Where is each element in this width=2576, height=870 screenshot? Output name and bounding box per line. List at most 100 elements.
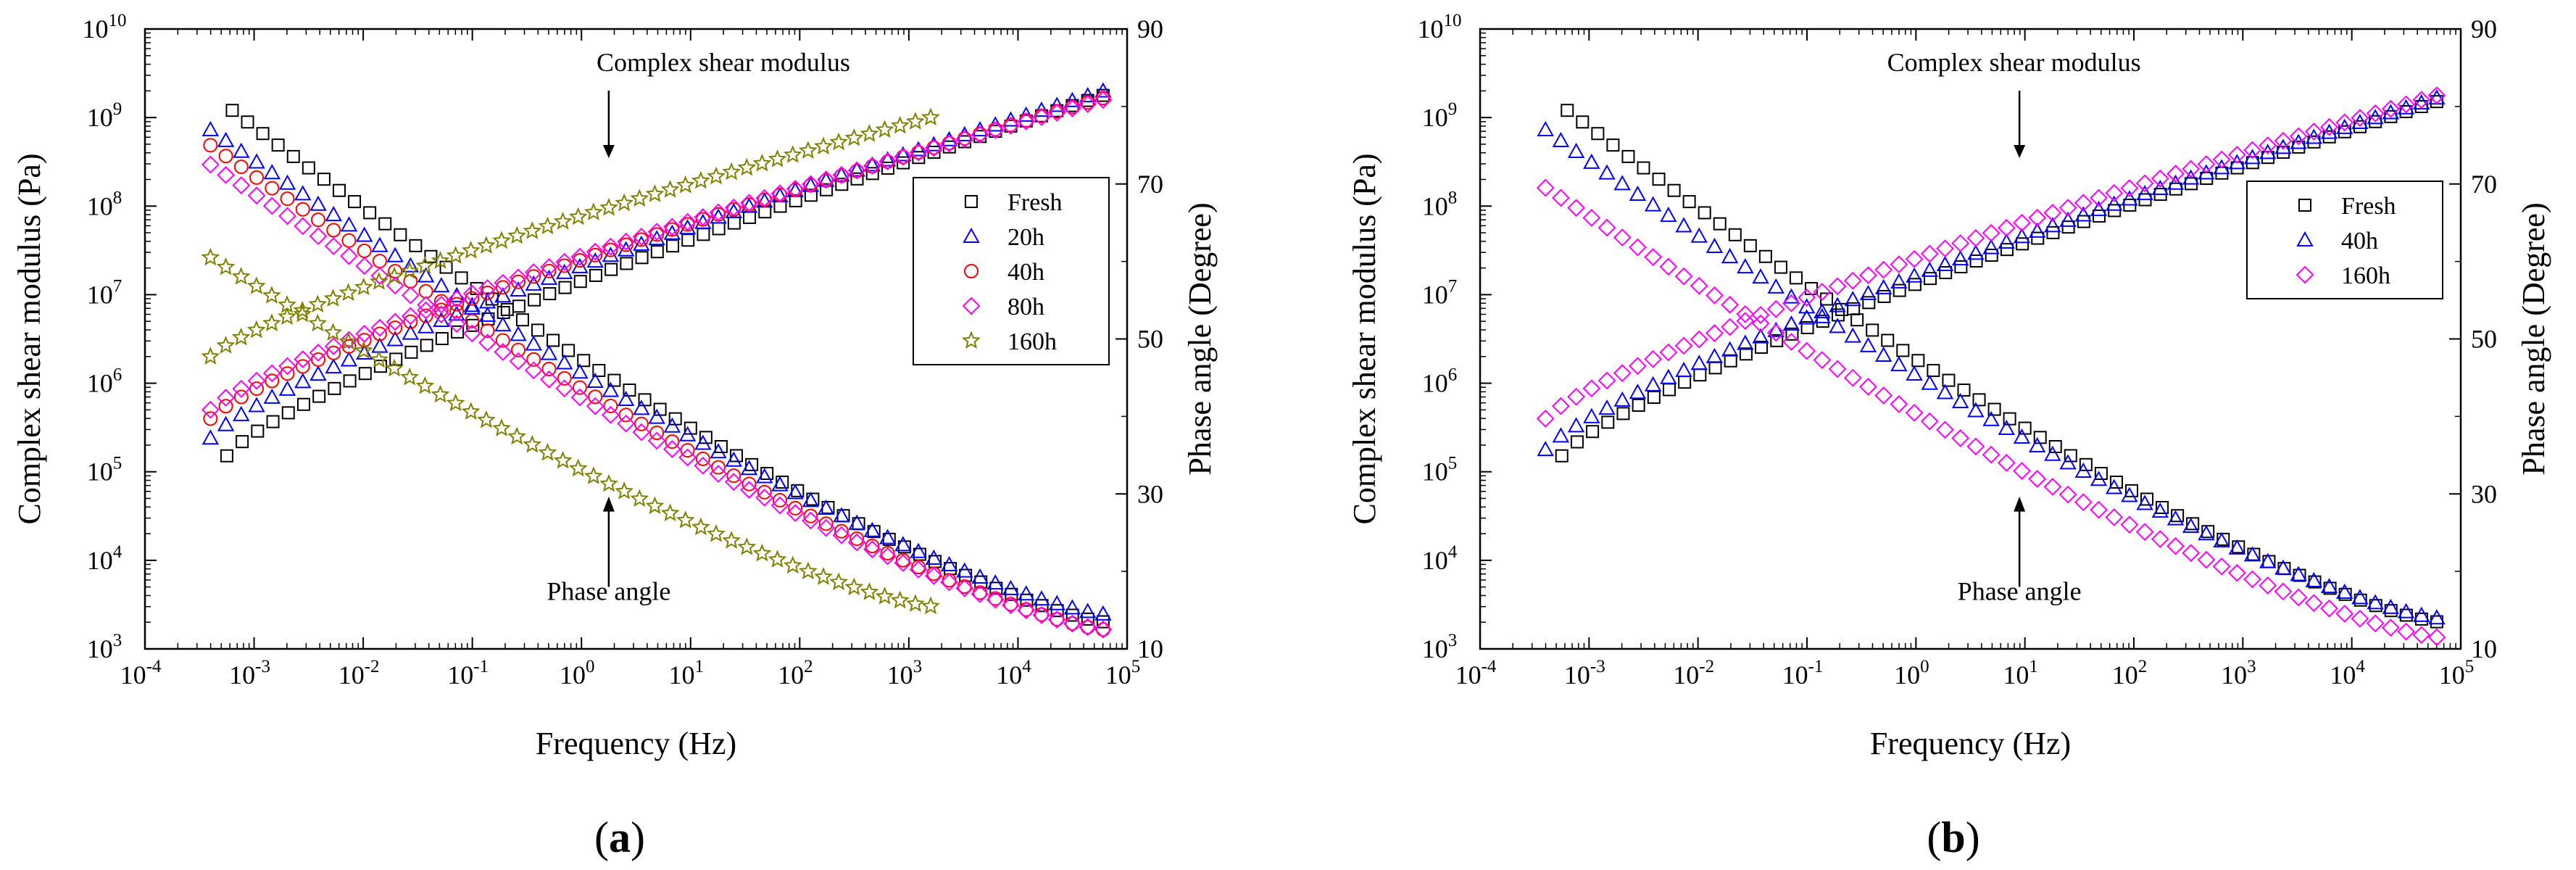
data-point-modulus: [909, 143, 928, 162]
data-point-phase: [417, 296, 436, 314]
annotation-modulus: Complex shear modulus: [597, 48, 850, 77]
data-point-phase: [1035, 599, 1049, 613]
data-point-modulus: [338, 283, 358, 301]
data-point-modulus: [1770, 334, 1784, 347]
data-point-phase: [326, 223, 341, 238]
data-point-modulus: [370, 318, 389, 337]
y-tick-label: 1010: [83, 11, 127, 44]
data-point-phase: [203, 138, 218, 153]
data-point-modulus: [2151, 179, 2169, 195]
data-point-modulus: [817, 170, 836, 189]
data-point-phase: [880, 546, 895, 561]
data-point-phase: [478, 334, 496, 352]
data-point-modulus: [662, 218, 681, 236]
y-tick-label: 109: [87, 99, 122, 132]
data-point-phase: [2427, 628, 2446, 647]
data-point-modulus: [526, 269, 541, 284]
data-point-modulus: [1906, 267, 1923, 283]
data-point-modulus: [2245, 156, 2259, 170]
data-point-phase: [1835, 302, 1849, 316]
data-point-modulus: [1705, 324, 1724, 342]
data-point-modulus: [1094, 91, 1113, 109]
data-point-modulus: [676, 175, 695, 194]
data-point-modulus: [278, 357, 296, 376]
data-point-modulus: [2366, 104, 2385, 123]
data-point-modulus: [2243, 149, 2261, 165]
data-point-modulus: [905, 112, 925, 130]
data-point-modulus: [1920, 244, 1939, 263]
data-point-modulus: [433, 302, 449, 318]
data-point-phase: [232, 176, 251, 195]
data-point-phase: [2105, 478, 2123, 494]
data-point-phase: [247, 186, 266, 205]
data-point-phase: [317, 173, 331, 186]
data-point-modulus: [802, 175, 820, 194]
data-point-phase: [924, 567, 943, 585]
data-point-phase: [2320, 578, 2338, 594]
data-point-phase: [695, 451, 710, 466]
data-point-modulus: [2212, 150, 2231, 169]
data-point-modulus: [863, 157, 881, 175]
data-point-phase: [911, 560, 926, 575]
data-point-modulus: [1537, 441, 1554, 457]
data-point-modulus: [2259, 144, 2277, 160]
data-point-phase: [231, 267, 251, 285]
data-point-modulus: [2077, 215, 2090, 228]
data-point-modulus: [1678, 376, 1692, 389]
data-point-phase: [2243, 570, 2261, 589]
data-point-modulus: [2061, 220, 2075, 234]
data-point-modulus: [385, 266, 404, 285]
x-tick-label: 101: [2003, 657, 2038, 689]
data-point-modulus: [1047, 104, 1066, 122]
data-point-phase: [956, 562, 973, 578]
data-point-modulus: [2046, 225, 2060, 239]
data-point-phase: [378, 217, 392, 231]
data-point-modulus: [1982, 223, 2000, 242]
data-point-phase: [294, 185, 312, 201]
data-point-phase: [1047, 610, 1066, 629]
data-point-phase: [803, 508, 818, 523]
data-point-phase: [1705, 286, 1724, 304]
data-point-phase: [2105, 508, 2124, 526]
data-point-phase: [2043, 477, 2062, 496]
data-point-phase: [2228, 539, 2245, 555]
data-point-phase: [417, 267, 435, 283]
data-point-modulus: [740, 194, 758, 212]
data-point-modulus: [570, 247, 589, 266]
data-point-phase: [523, 434, 542, 453]
data-point-modulus: [1708, 361, 1722, 375]
x-tick-label: 102: [2112, 657, 2148, 689]
data-point-modulus: [648, 230, 665, 246]
data-point-phase: [2304, 594, 2323, 613]
data-point-phase: [730, 449, 744, 463]
data-point-modulus: [262, 364, 281, 383]
data-point-phase: [263, 164, 281, 180]
y-axis-title: Complex shear modulus (Pa): [12, 153, 47, 524]
data-point-phase: [2305, 571, 2323, 587]
data-point-modulus: [278, 307, 296, 325]
data-point-phase: [265, 181, 280, 196]
legend-label: 160h: [1007, 328, 1057, 355]
data-point-modulus: [737, 157, 757, 176]
data-point-modulus: [510, 281, 527, 297]
data-point-modulus: [1800, 320, 1814, 334]
data-point-modulus: [632, 228, 651, 246]
data-point-phase: [2232, 540, 2245, 554]
data-point-phase: [1982, 410, 2000, 426]
data-point-phase: [1813, 351, 1832, 369]
data-point-modulus: [2044, 217, 2061, 233]
data-point-modulus: [509, 268, 528, 287]
data-point-phase: [588, 389, 603, 405]
data-point-modulus: [1536, 410, 1555, 428]
data-point-phase: [354, 341, 373, 359]
data-point-phase: [2259, 552, 2277, 568]
data-point-phase: [2182, 544, 2201, 563]
data-point-phase: [1079, 618, 1097, 637]
data-point-phase: [615, 481, 634, 500]
data-point-phase: [2028, 436, 2046, 452]
plot-frame: [1479, 28, 2462, 650]
data-point-phase: [1829, 318, 1846, 334]
data-point-modulus: [820, 183, 834, 196]
data-point-modulus: [1936, 255, 1954, 271]
data-point-phase: [2182, 517, 2200, 534]
